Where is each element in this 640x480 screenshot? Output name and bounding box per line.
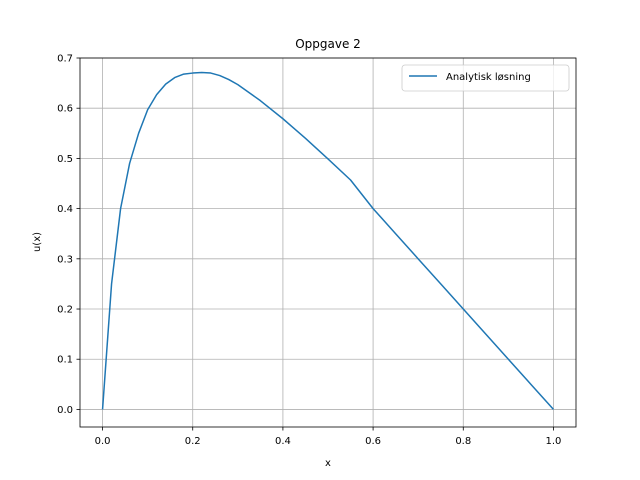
y-tick-label: 0.0	[57, 405, 73, 416]
x-tick-label: 0.6	[365, 436, 381, 447]
y-tick-label: 0.5	[57, 154, 73, 165]
y-tick-label: 0.2	[57, 305, 73, 316]
chart-title: Oppgave 2	[295, 37, 361, 51]
x-tick-label: 0.4	[275, 436, 291, 447]
y-tick-label: 0.6	[57, 104, 73, 115]
legend-label: Analytisk løsning	[446, 72, 531, 83]
x-tick-label: 0.8	[455, 436, 471, 447]
x-tick-label: 1.0	[546, 436, 562, 447]
y-tick-label: 0.7	[57, 54, 73, 65]
y-tick-label: 0.3	[57, 254, 73, 265]
y-tick-label: 0.4	[57, 204, 73, 215]
plot-frame	[79, 57, 577, 428]
series-line-analytisk-losning	[101, 71, 555, 410]
y-axis-label: u(x)	[32, 232, 43, 252]
series-layer	[101, 71, 555, 410]
x-tick-label: 0.0	[95, 436, 111, 447]
legend-box	[401, 64, 570, 92]
legend: Analytisk løsning	[401, 64, 570, 92]
x-tick-label: 0.2	[185, 436, 201, 447]
y-tick-label: 0.1	[57, 355, 73, 366]
x-axis-label: x	[325, 458, 331, 469]
ticks: 0.0 0.2 0.4 0.6 0.8 1.0 0.0 0.1 0.2 0.3 0.4 0.5 0.6 0…	[57, 54, 561, 448]
